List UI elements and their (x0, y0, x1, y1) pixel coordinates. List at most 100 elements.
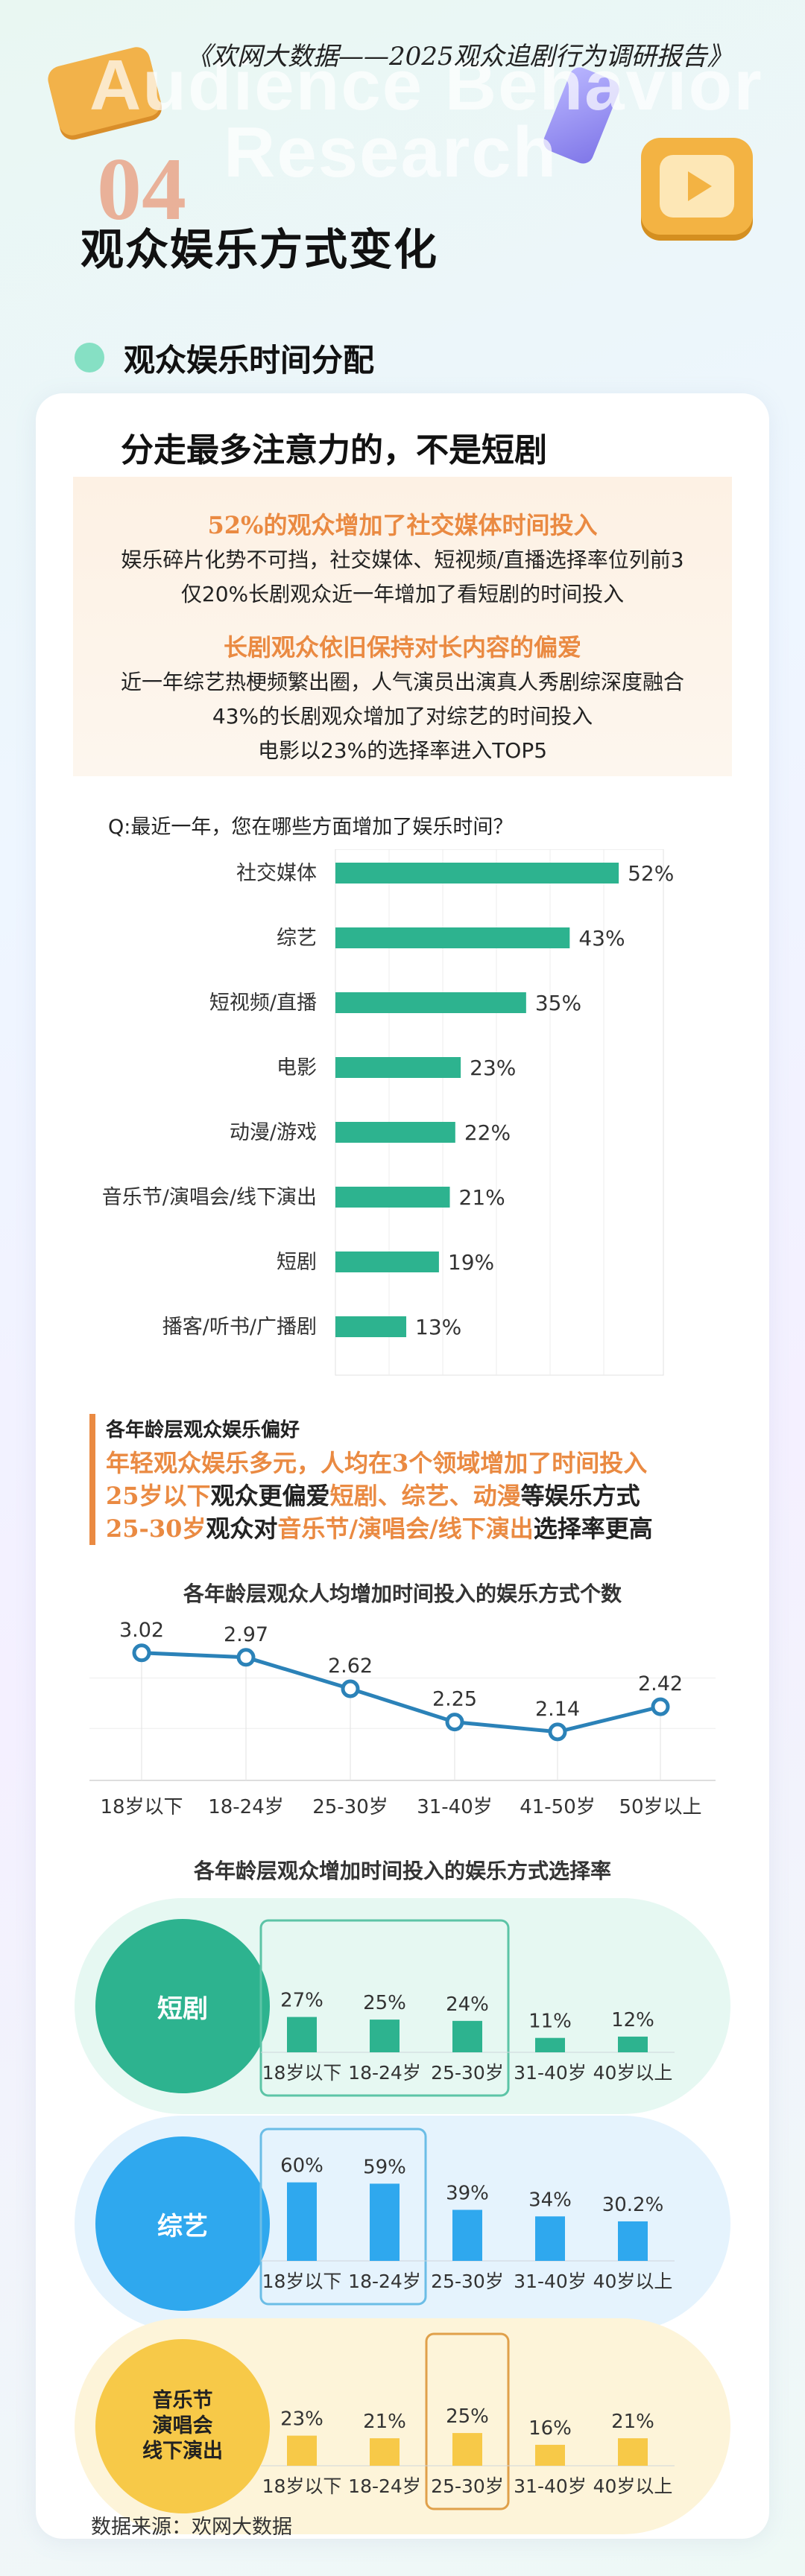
bar (452, 2020, 482, 2052)
bar-value-label: 59% (363, 2156, 406, 2178)
concert-chart: 23% 18岁以下 21% 18-24岁 25% 25-30岁 16% 31-40岁 21% 40… (261, 2332, 675, 2510)
x-tick-label: 18岁以下 (100, 1796, 183, 1818)
x-tick-label: 31-40岁 (417, 1796, 493, 1818)
notes-highlight: 短剧、综艺、动漫 (329, 1482, 521, 1510)
data-point (132, 1643, 151, 1663)
short-drama-chart: 27% 18岁以下 25% 18-24岁 24% 25-30岁 11% 31-40岁 12% 40… (259, 1919, 675, 2097)
notes-text: 观众对 (206, 1514, 278, 1543)
bar-value-label: 21% (611, 2411, 654, 2433)
x-tick-label: 31-40岁 (514, 2271, 587, 2292)
bar-value-label: 19% (448, 1250, 494, 1275)
bar-category-label: 短视频/直播 (209, 992, 317, 1015)
data-point (445, 1713, 464, 1732)
notes-text: 等娱乐方式 (520, 1482, 640, 1510)
notes-text: 选择率更高 (533, 1514, 653, 1543)
bar-value-label: 52% (628, 861, 674, 886)
bar-value-label: 13% (415, 1315, 461, 1339)
bar-category-label: 电影 (277, 1056, 317, 1079)
bar (335, 1251, 439, 1272)
summary-line: 近一年综艺热梗频繁出圈，人气演员出演真人秀剧综深度融合 (120, 670, 684, 694)
x-tick-label: 40岁以上 (593, 2271, 673, 2292)
bar (618, 2438, 648, 2466)
data-point (236, 1648, 256, 1667)
x-tick-label: 50岁以上 (619, 1796, 701, 1818)
bar (618, 2036, 648, 2052)
x-tick-label: 18-24岁 (348, 2062, 421, 2084)
x-tick-label: 31-40岁 (514, 2062, 587, 2084)
x-tick-label: 40岁以上 (593, 2062, 673, 2084)
notes-line: 25-30岁观众对音乐节/演唱会/线下演出选择率更高 (106, 1512, 653, 1545)
x-tick-label: 18-24岁 (348, 2475, 421, 2497)
x-tick-label: 25-30岁 (431, 2271, 504, 2292)
bar (535, 2216, 565, 2261)
category-circle-variety: 综艺 (95, 2136, 270, 2311)
variety-chart: 60% 18岁以下 59% 18-24岁 39% 25-30岁 34% 31-40岁 30.2%… (259, 2128, 675, 2306)
bar-value-label: 39% (446, 2182, 489, 2204)
summary-box (73, 477, 732, 776)
card-headline: 分走最多注意力的，不是短剧 (121, 431, 547, 469)
highlight-frame (425, 2332, 510, 2510)
question-text: Q:最近一年，您在哪些方面增加了娱乐时间？ (108, 816, 514, 839)
section-title: 观众娱乐方式变化 (80, 224, 439, 275)
bar (370, 2438, 400, 2466)
x-tick-label: 25-30岁 (312, 1796, 388, 1818)
summary-highlight: 52%的观众增加了社交媒体时间投入 (207, 511, 598, 539)
bar (335, 992, 526, 1013)
notes-text: 观众更偏爱 (210, 1482, 330, 1510)
data-label: 2.42 (638, 1672, 683, 1695)
bar (370, 2183, 400, 2261)
bar (535, 2444, 565, 2466)
data-point (651, 1697, 670, 1716)
bar-value-label: 35% (535, 991, 581, 1015)
bar-value-label: 30.2% (602, 2194, 664, 2216)
bar-value-label: 11% (528, 2011, 572, 2033)
bar (335, 1057, 461, 1078)
subsection-title: 观众娱乐时间分配 (124, 342, 375, 378)
bar (370, 2020, 400, 2052)
bar (335, 1316, 407, 1337)
bar-value-label: 25% (446, 2405, 489, 2428)
bullet-dot (75, 343, 104, 372)
bar (335, 863, 619, 883)
data-label: 2.14 (535, 1698, 580, 1721)
x-tick-label: 40岁以上 (593, 2475, 673, 2497)
bar-value-label: 60% (280, 2155, 323, 2177)
tv-screen (660, 155, 734, 218)
notes-age: 25-30岁 (106, 1514, 206, 1543)
bar-value-label: 27% (280, 1990, 323, 2012)
bar-value-label: 25% (363, 1992, 406, 2014)
bar-category-label: 短剧 (277, 1251, 317, 1274)
bar-category-label: 动漫/游戏 (230, 1121, 317, 1144)
x-tick-label: 25-30岁 (431, 2062, 504, 2084)
bar-value-label: 12% (611, 2009, 654, 2031)
play-icon (688, 171, 712, 201)
notes-line: 25岁以下观众更偏爱短剧、综艺、动漫等娱乐方式 (106, 1479, 653, 1512)
x-tick-label: 18-24岁 (348, 2271, 421, 2292)
bar-value-label: 34% (528, 2189, 572, 2211)
bar (535, 2037, 565, 2052)
bar-value-label: 24% (446, 1993, 489, 2016)
bar-value-label: 23% (280, 2408, 323, 2431)
data-label: 2.25 (432, 1688, 477, 1711)
age-line-chart: 3.02 18岁以下 2.97 18-24岁 2.62 25-30岁 2.25 31-40岁 2… (89, 1619, 716, 1818)
bar (287, 2435, 317, 2466)
notes-line: 年轻观众娱乐多元，人均在3个领域增加了时间投入 (106, 1449, 648, 1477)
data-label: 2.97 (224, 1623, 268, 1646)
bar (335, 1122, 455, 1143)
x-tick-label: 31-40岁 (514, 2475, 587, 2497)
notes-highlight: 音乐节/演唱会/线下演出 (277, 1514, 534, 1543)
mini-charts-title: 各年龄层观众增加时间投入的娱乐方式选择率 (193, 1859, 611, 1883)
bar (452, 2433, 482, 2466)
x-tick-label: 25-30岁 (431, 2475, 504, 2497)
notes-title: 各年龄层观众娱乐偏好 (106, 1419, 300, 1441)
plot-frame (335, 849, 664, 1376)
data-point (548, 1722, 567, 1742)
bar-value-label: 21% (459, 1185, 505, 1210)
bar-category-label: 社交媒体 (236, 862, 317, 885)
data-label: 3.02 (119, 1619, 164, 1642)
bar-value-label: 23% (470, 1056, 516, 1080)
bar-value-label: 16% (528, 2417, 572, 2440)
summary-line: 仅20%长剧观众近一年增加了看短剧的时间投入 (180, 582, 625, 606)
bar-value-label: 21% (363, 2411, 406, 2433)
x-tick-label: 18岁以下 (262, 2271, 342, 2292)
